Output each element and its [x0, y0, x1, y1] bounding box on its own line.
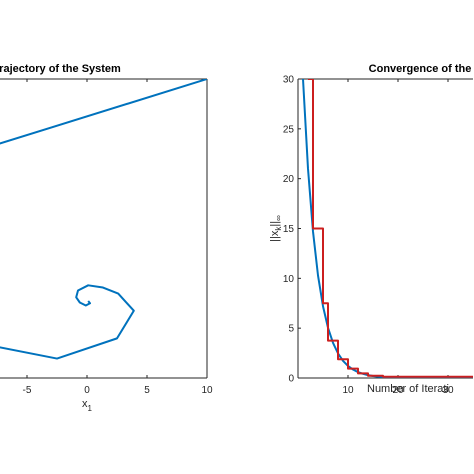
- y-label-sub: k: [274, 226, 283, 231]
- y-label-close: ||: [269, 221, 281, 227]
- x-tick-label: 5: [144, 385, 150, 396]
- x-tick-label: 10: [342, 385, 354, 396]
- x-tick-label: -5: [23, 385, 32, 396]
- y-tick-label: 10: [283, 274, 295, 285]
- x-axis-label: Number of Iterati: [367, 383, 449, 395]
- chart-title: Convergence of the: [369, 63, 472, 75]
- y-tick-label: 30: [283, 75, 295, 86]
- x-tick-label: 0: [84, 385, 90, 396]
- plot-area: [0, 79, 207, 360]
- series-line: [308, 79, 473, 378]
- x-label-main: x: [82, 398, 88, 410]
- y-tick-label: 15: [283, 224, 295, 235]
- plot-area: [302, 79, 473, 378]
- x-tick-label: 10: [201, 385, 213, 396]
- x-axis-label: x1: [82, 398, 93, 413]
- x-label-sub: 1: [88, 404, 93, 413]
- chart-title: rajectory of the System: [0, 63, 121, 75]
- y-axis-label: ||xk||∞: [269, 215, 283, 242]
- y-tick-label: 0: [288, 374, 294, 385]
- y-tick-label: 5: [288, 324, 294, 335]
- series-line: [0, 79, 207, 360]
- x-tick-label: 20: [392, 385, 404, 396]
- y-label-main: ||x: [269, 230, 281, 242]
- y-tick-label: 25: [283, 124, 295, 135]
- x-tick-label: 30: [442, 385, 454, 396]
- y-label-sub2: ∞: [274, 215, 283, 221]
- y-tick-label: 20: [283, 174, 295, 185]
